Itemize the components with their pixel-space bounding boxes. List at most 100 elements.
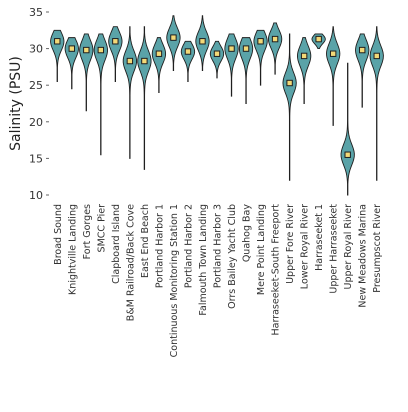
violin-shape [224, 33, 239, 97]
violin-group [151, 37, 167, 93]
y-tick-label: 30 [29, 43, 43, 56]
violin-group [224, 33, 239, 97]
x-category-label: Clapboard Island [111, 204, 122, 284]
y-tick-label: 25 [29, 79, 43, 92]
median-point [373, 52, 380, 60]
violin-shape [326, 26, 341, 126]
violin-shape [137, 26, 152, 170]
violin-shape [296, 37, 312, 104]
median-point [68, 45, 75, 52]
violin-shape [355, 33, 370, 108]
y-axis-title: Salinity (PSU) [8, 56, 24, 151]
violin-shape [282, 33, 297, 181]
x-category-label: Mere Point Landing [256, 204, 267, 295]
median-point [271, 35, 279, 43]
violin-group [355, 33, 370, 108]
violin-shape [50, 29, 65, 82]
violins-layer [50, 15, 384, 196]
x-category-label: Lower Royal River [300, 204, 311, 289]
x-category-label: Harraseeket-South Freeport [271, 204, 282, 336]
x-category-label: Falmouth Town Landing [198, 204, 209, 316]
median-point [97, 46, 105, 54]
median-point [329, 50, 337, 57]
median-point [54, 38, 61, 45]
median-point [344, 151, 351, 158]
x-category-label: East End Beach [140, 204, 151, 278]
y-tick-label: 20 [29, 116, 43, 129]
x-category-label: SMCC Pier [96, 204, 107, 253]
median-point [155, 50, 163, 57]
violin-group [326, 26, 341, 126]
x-category-label: Orrs Bailey Yacht Club [227, 204, 238, 309]
y-tick-label: 35 [29, 6, 43, 19]
x-category-label: New Meadows Marina [358, 204, 369, 308]
violin-group [296, 37, 312, 104]
violin-shape [93, 33, 108, 156]
x-category-label: Harraseeket 1 [314, 204, 325, 271]
median-point [315, 35, 322, 43]
median-point [199, 38, 206, 45]
median-point [184, 48, 192, 55]
median-point [300, 52, 308, 60]
x-category-label: Quahog Bay [242, 204, 253, 263]
x-category-label: Upper Royal River [343, 204, 354, 290]
violin-group [122, 26, 138, 159]
median-point [170, 34, 177, 41]
violin-group [108, 26, 123, 82]
y-tick-label: 15 [29, 152, 43, 165]
x-category-label: Portland Harbor 3 [213, 204, 224, 288]
x-category-label: Upper Fore River [285, 204, 296, 284]
x-category-label: Portland Harbor 2 [183, 204, 194, 288]
violin-shape [369, 26, 384, 181]
x-axis-labels: Broad Sound Knightville Landing Fort Gorge… [53, 204, 383, 358]
violin-group [340, 62, 355, 196]
y-tick-label: 10 [29, 189, 43, 202]
violin-group [137, 26, 152, 170]
violin-shape [267, 22, 283, 75]
x-category-label: Knightville Landing [67, 204, 78, 295]
violin-group [50, 29, 65, 82]
x-category-label: Presumpscot River [372, 204, 383, 293]
violin-group [282, 33, 297, 181]
median-point [286, 79, 293, 87]
violin-shape [122, 26, 138, 159]
violin-shape [166, 15, 181, 72]
y-axis: Salinity (PSU) 10 15 20 25 30 35 [8, 6, 49, 202]
violin-group [267, 22, 283, 75]
x-category-label: Fort Gorges [82, 204, 93, 259]
median-point [257, 38, 264, 45]
median-point [228, 45, 235, 52]
violin-shape [64, 37, 79, 90]
violin-shape [340, 62, 355, 196]
median-point [126, 57, 134, 65]
median-point [213, 50, 221, 57]
violin-group [238, 37, 254, 104]
violin-group [64, 37, 79, 90]
median-point [242, 45, 250, 52]
violin-group [79, 33, 94, 112]
violin-shape [79, 33, 94, 112]
violin-group [369, 26, 384, 181]
violin-shape [180, 40, 196, 82]
violin-shape [238, 37, 254, 104]
violin-group [209, 40, 225, 79]
median-point [359, 46, 366, 54]
violin-shape [151, 37, 167, 93]
median-point [83, 46, 90, 54]
violin-shape [253, 29, 268, 86]
violin-group [311, 33, 326, 50]
violin-group [195, 15, 210, 72]
violin-shape [108, 26, 123, 82]
median-point [141, 57, 148, 65]
x-category-label: Portland Harbor 1 [154, 204, 165, 288]
x-category-label: Upper Harraseeket [329, 204, 340, 294]
violin-group [93, 33, 108, 156]
x-category-label: Broad Sound [53, 204, 64, 265]
violin-group [180, 40, 196, 82]
violin-shape [209, 40, 225, 79]
x-category-label: Continuous Monitoring Station 1 [169, 204, 180, 357]
median-point [112, 38, 119, 45]
violin-group [253, 29, 268, 86]
